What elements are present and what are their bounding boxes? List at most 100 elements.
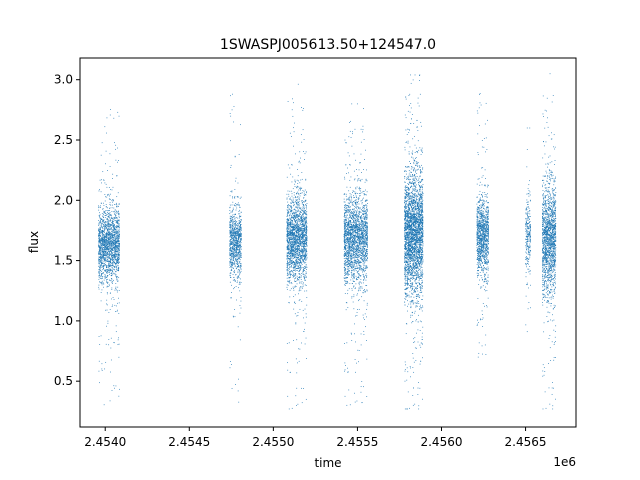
data-point [292,234,294,235]
data-point [286,238,288,240]
data-point [287,225,289,226]
data-point [235,232,237,233]
data-point [288,208,290,210]
data-point [113,240,114,242]
data-point [236,228,238,230]
data-point [290,136,292,137]
data-point [302,255,304,257]
data-point [110,254,112,256]
data-point [298,219,300,221]
data-point [289,224,291,226]
data-point [108,344,110,346]
data-point [111,278,113,280]
data-point [360,243,362,245]
data-point [364,289,365,290]
data-point [238,232,240,234]
data-point [287,233,289,235]
data-point [299,308,301,310]
data-point [288,231,289,232]
data-point [109,243,110,245]
data-point [240,265,241,267]
data-point [115,248,117,250]
data-point [300,230,302,231]
data-point [109,266,111,268]
data-point [99,243,101,244]
data-point [302,250,303,252]
data-point [238,251,239,253]
data-point [112,229,114,231]
data-point [300,216,302,218]
data-point [296,259,298,261]
data-point [305,239,306,241]
data-point [104,260,106,262]
data-point [236,248,237,250]
data-point [109,270,111,272]
data-point [235,268,237,270]
data-point [289,252,291,254]
data-point [289,167,291,169]
data-point [362,230,364,231]
data-point [102,266,104,268]
data-point [106,261,108,262]
data-point [106,196,108,198]
data-point [238,245,239,247]
data-point [306,240,308,242]
data-point [108,224,110,226]
data-point [238,236,240,238]
data-point [115,233,117,235]
data-point [237,217,239,219]
data-point [291,209,293,211]
data-point [103,210,105,212]
data-point [101,239,103,241]
data-point [234,197,236,199]
data-point [299,262,301,263]
data-point [113,246,115,248]
data-point [233,249,235,251]
data-point [297,265,299,267]
data-point [288,277,290,279]
data-point [118,255,120,257]
data-point [291,259,292,261]
data-point [108,233,110,234]
data-point [290,258,292,259]
data-point [300,262,302,264]
data-point [298,235,300,237]
data-point [114,258,116,259]
data-point [301,209,303,211]
data-point [293,102,294,104]
data-point [298,215,300,217]
data-point [305,194,307,196]
data-point [107,253,109,255]
data-point [103,249,105,251]
data-point [301,222,302,223]
data-point [116,230,117,232]
data-point [106,253,108,255]
data-point [238,230,240,232]
data-point [235,205,237,207]
data-point [113,224,115,226]
data-point [240,267,242,269]
data-point [292,245,294,247]
data-point [99,344,101,345]
data-point [117,211,119,213]
data-point [239,216,241,218]
data-point [100,244,102,246]
data-point [105,212,107,214]
data-point [292,276,294,278]
data-point [293,253,295,255]
data-point [296,221,298,222]
data-point [299,235,301,237]
data-point [304,211,305,213]
data-point [232,221,234,223]
data-point [304,195,305,196]
data-point [234,263,236,265]
data-point [302,271,304,273]
data-point [109,214,111,216]
data-point [345,309,347,311]
data-point [365,212,367,213]
data-point [238,276,239,278]
data-point [301,256,303,258]
data-point [109,238,110,240]
data-point [240,264,242,266]
data-point [238,253,240,255]
